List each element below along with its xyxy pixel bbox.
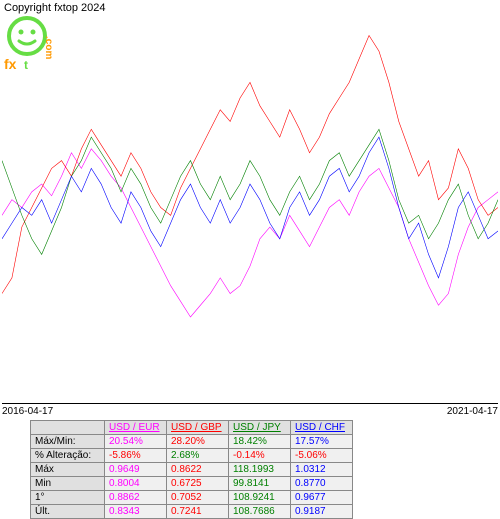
table-cell: 0.8343 — [105, 505, 167, 519]
table-cell: 0.9649 — [105, 463, 167, 477]
row-label: Últ. — [31, 505, 105, 519]
date-start: 2016-04-17 — [2, 406, 53, 417]
table-header-row: USD / EURUSD / GBPUSD / JPYUSD / CHF — [31, 421, 353, 435]
date-end: 2021-04-17 — [447, 406, 498, 417]
table-cell: -0.14% — [229, 449, 291, 463]
series-line-usdeur — [2, 149, 498, 317]
currency-chart — [2, 12, 498, 404]
table-cell: 0.8622 — [167, 463, 229, 477]
row-label: Máx — [31, 463, 105, 477]
table-cell: 28.20% — [167, 435, 229, 449]
series-line-usdchf — [2, 137, 498, 278]
table-row: % Alteração:-5.86%2.68%-0.14%-5.06% — [31, 449, 353, 463]
table-corner — [31, 421, 105, 435]
table-cell: 0.9187 — [291, 505, 353, 519]
table-cell: 1.0312 — [291, 463, 353, 477]
table-cell: 0.8770 — [291, 477, 353, 491]
table-header[interactable]: USD / GBP — [167, 421, 229, 435]
table-cell: 0.7052 — [167, 491, 229, 505]
table-cell: 118.1993 — [229, 463, 291, 477]
row-label: Máx/Min: — [31, 435, 105, 449]
row-label: Min — [31, 477, 105, 491]
table-cell: -5.06% — [291, 449, 353, 463]
table-cell: 20.54% — [105, 435, 167, 449]
table-row: Min0.80040.672599.81410.8770 — [31, 477, 353, 491]
table-cell: 99.8141 — [229, 477, 291, 491]
table-cell: 17.57% — [291, 435, 353, 449]
table-cell: 0.8004 — [105, 477, 167, 491]
table-cell: 0.6725 — [167, 477, 229, 491]
table-header[interactable]: USD / CHF — [291, 421, 353, 435]
table-cell: 108.9241 — [229, 491, 291, 505]
currency-data-table: USD / EURUSD / GBPUSD / JPYUSD / CHFMáx/… — [30, 420, 353, 519]
table-row: Máx0.96490.8622118.19931.0312 — [31, 463, 353, 477]
series-line-usdgbp — [2, 35, 498, 293]
table-cell: 0.8862 — [105, 491, 167, 505]
table-cell: 2.68% — [167, 449, 229, 463]
table-cell: -5.86% — [105, 449, 167, 463]
table-cell: 0.7241 — [167, 505, 229, 519]
table-cell: 0.9677 — [291, 491, 353, 505]
table-cell: 18.42% — [229, 435, 291, 449]
table-row: Últ.0.83430.7241108.76860.9187 — [31, 505, 353, 519]
table-row: Máx/Min:20.54%28.20%18.42%17.57% — [31, 435, 353, 449]
table-cell: 108.7686 — [229, 505, 291, 519]
series-line-usdjpy — [2, 129, 498, 254]
row-label: % Alteração: — [31, 449, 105, 463]
table-header[interactable]: USD / JPY — [229, 421, 291, 435]
row-label: 1° — [31, 491, 105, 505]
table-header[interactable]: USD / EUR — [105, 421, 167, 435]
table-row: 1°0.88620.7052108.92410.9677 — [31, 491, 353, 505]
